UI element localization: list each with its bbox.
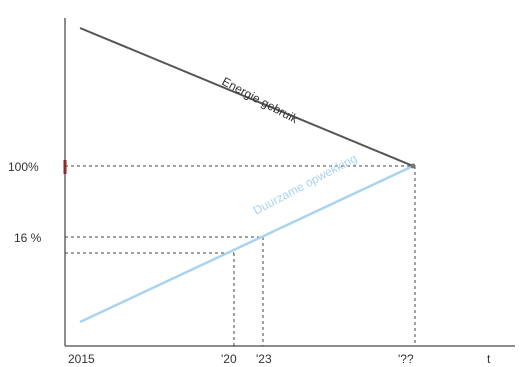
x-tick-label-2015: 2015	[68, 352, 95, 366]
y-tick-label-100: 100%	[8, 160, 39, 174]
x-tick-label-unknown: '??	[398, 352, 414, 366]
intersection-point	[410, 163, 416, 169]
series-label-duurzame-opwekking: Duurzame opwekking	[251, 151, 359, 218]
x-tick-label-20: '20	[221, 352, 237, 366]
y-tick-label-16: 16 %	[14, 231, 42, 245]
x-axis-title: t	[487, 352, 491, 366]
y-axis-marker	[63, 160, 67, 174]
series-line-energie-gebruik	[79, 27, 414, 167]
reference-lines	[65, 165, 416, 346]
series-label-energie-gebruik: Energie gebruik	[220, 74, 302, 126]
series-line-duurzame-opwekking	[79, 164, 414, 324]
x-tick-label-23: '23	[256, 352, 272, 366]
